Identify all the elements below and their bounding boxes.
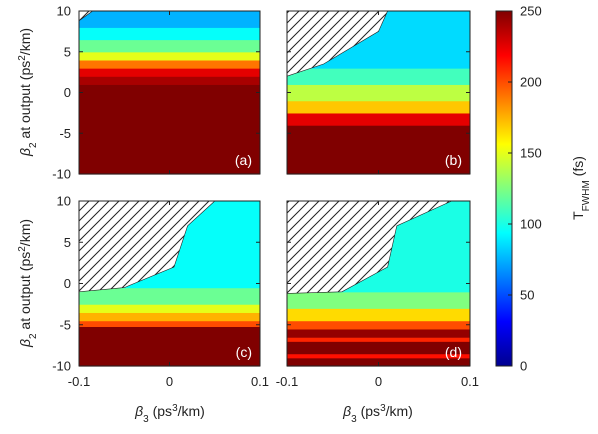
x-tick-label: 0 xyxy=(166,374,173,389)
heat-band xyxy=(287,308,470,322)
colorbar-tick-label: 50 xyxy=(520,288,534,303)
panel-label: (d) xyxy=(445,344,462,360)
heat-band xyxy=(79,84,260,175)
y-axis-label-top: β2 at output (ps2/km) xyxy=(17,28,39,157)
colorbar: 0 50 100 150 200 250 TFWHM (fs) xyxy=(495,4,592,374)
x-tick-label: 0 xyxy=(375,374,382,389)
y-tick-label: 5 xyxy=(64,44,71,59)
heat-band xyxy=(287,337,470,342)
y-tick-label: 0 xyxy=(64,85,71,100)
panel-label: (c) xyxy=(236,344,252,360)
heat-band xyxy=(79,68,260,77)
colorbar-tick-label: 0 xyxy=(520,359,527,374)
y-tick-label: -5 xyxy=(59,317,71,332)
colorbar-tick-label: 150 xyxy=(520,146,542,161)
x-tick-label: -0.1 xyxy=(276,374,298,389)
panel-label: (b) xyxy=(445,152,462,168)
heat-band xyxy=(287,291,470,309)
y-tick-label: -10 xyxy=(52,167,71,182)
colorbar-tick-label: 250 xyxy=(520,4,542,19)
y-tick-label: 10 xyxy=(57,4,71,19)
panel-d: (d) xyxy=(286,200,471,367)
heat-band xyxy=(79,39,260,53)
heat-band xyxy=(287,341,470,355)
panel-b: (b) xyxy=(286,10,471,175)
y-tick-label: 10 xyxy=(57,194,71,209)
heat-band xyxy=(79,11,260,28)
colorbar-tick-label: 100 xyxy=(520,217,542,232)
y-tick-label: 0 xyxy=(64,276,71,291)
heat-band xyxy=(287,68,470,85)
heat-band xyxy=(287,112,470,126)
panel-a: (a) xyxy=(78,10,261,175)
heat-band xyxy=(79,304,260,313)
heat-band xyxy=(287,125,470,175)
heat-band xyxy=(79,287,260,305)
y-axis-label-bottom: β2 at output (ps2/km) xyxy=(17,219,39,348)
x-axis-label-left: β3 (ps3/km) xyxy=(134,403,205,425)
heat-band xyxy=(287,353,470,359)
heat-band xyxy=(79,59,260,69)
x-axis-label-right: β3 (ps3/km) xyxy=(342,403,413,425)
heat-band xyxy=(79,320,260,327)
heat-band xyxy=(287,84,470,102)
y-tick-label: -5 xyxy=(59,126,71,141)
heat-band xyxy=(287,320,470,330)
x-tick-label: -0.1 xyxy=(68,374,90,389)
colorbar-scale xyxy=(495,10,513,367)
x-tick-label: 0.1 xyxy=(251,374,269,389)
heat-band xyxy=(287,328,470,338)
heat-band xyxy=(79,312,260,322)
heat-band xyxy=(79,326,260,367)
y-tick-label: 5 xyxy=(64,235,71,250)
y-tick-label: -10 xyxy=(52,359,71,374)
heat-band xyxy=(79,76,260,85)
heat-band xyxy=(79,27,260,41)
panel-label: (a) xyxy=(235,152,252,168)
colorbar-tick-label: 200 xyxy=(520,75,542,90)
heat-band xyxy=(79,51,260,61)
x-tick-label: 0.1 xyxy=(461,374,479,389)
colorbar-label: TFWHM (fs) xyxy=(570,156,592,220)
heat-band xyxy=(287,100,470,114)
panel-c: (c) xyxy=(78,200,261,367)
